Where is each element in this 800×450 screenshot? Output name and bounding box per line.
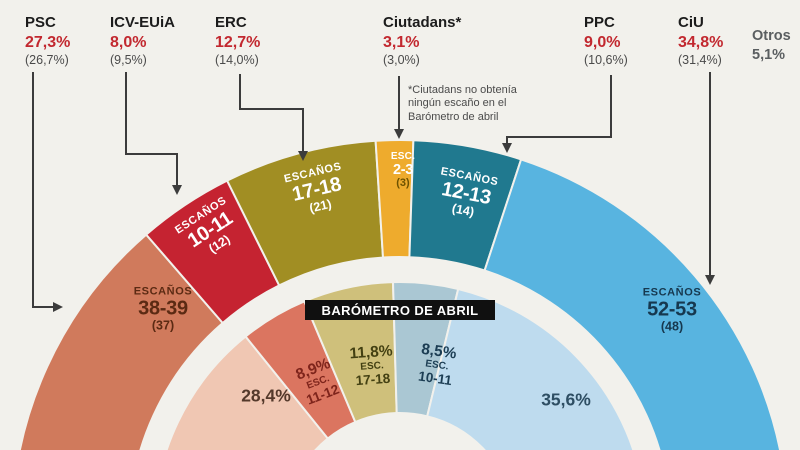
outer-ring xyxy=(18,139,782,450)
party-name: ICV-EUiA xyxy=(110,14,176,31)
party-pct: 5,1% xyxy=(752,46,786,63)
seats-range: 17-18 xyxy=(355,370,391,388)
ciutadans-footnote: *Ciutadans no obtenía ningún escaño en e… xyxy=(408,84,517,123)
party-name: PSC xyxy=(25,14,56,31)
party-prev-pct: (14,0%) xyxy=(215,52,259,67)
leader-ppc xyxy=(506,75,612,144)
leader-icv xyxy=(125,72,178,186)
seats-prev: (37) xyxy=(151,318,175,333)
arrow-ppc xyxy=(502,143,512,153)
party-pct: 3,1% xyxy=(383,33,420,51)
escanos-word: ESCAÑOS xyxy=(642,286,702,299)
label-erc-april: 11,8% ESC. 17-18 xyxy=(349,342,395,388)
seats-range: 52-53 xyxy=(647,298,697,321)
party-prev-pct: (10,6%) xyxy=(584,52,628,67)
party-pct: 8,0% xyxy=(110,33,147,51)
party-pct: 34,8% xyxy=(678,33,724,51)
legend-otros: Otros 5,1% xyxy=(752,27,791,65)
party-name: ERC xyxy=(215,14,247,31)
party-prev-pct: (31,4%) xyxy=(678,52,722,67)
arrow-psc xyxy=(53,302,63,312)
label-psc-april-pct: 28,4% xyxy=(241,385,291,406)
legend-erc: ERC 12,7% (14,0%) xyxy=(215,14,260,68)
label-ciu-april-pct: 35,6% xyxy=(541,389,591,410)
legend-psc: PSC 27,3% (26,7%) xyxy=(25,14,70,68)
legend-icv-euia: ICV-EUiA 8,0% (9,5%) xyxy=(110,14,175,68)
party-name: Ciutadans* xyxy=(383,14,462,31)
legend-ciutadans: Ciutadans* 3,1% (3,0%) xyxy=(383,14,461,68)
escanos-word: ESCAÑOS xyxy=(133,285,193,298)
seats-prev: (48) xyxy=(660,319,684,334)
center-title-bar: BARÓMETRO DE ABRIL xyxy=(305,300,495,320)
label-ciutadans-seats: ESC. 2-3 (3) xyxy=(390,150,416,190)
party-pct: 27,3% xyxy=(25,33,71,51)
segment-outer-ciu xyxy=(483,158,782,450)
label-ciu-seats: ESCAÑOS 52-53 (48) xyxy=(642,286,702,335)
leader-lines xyxy=(32,72,711,308)
legend-ciu: CiU 34,8% (31,4%) xyxy=(678,14,723,68)
leader-psc xyxy=(32,72,55,308)
arrow-ciu xyxy=(705,275,715,285)
seats-range: 38-39 xyxy=(138,297,188,320)
party-name: CiU xyxy=(678,14,704,31)
arrow-erc xyxy=(298,151,308,161)
legend-ppc: PPC 9,0% (10,6%) xyxy=(584,14,628,68)
segment-inner-psc xyxy=(165,335,330,450)
leader-arrowheads xyxy=(53,129,715,312)
party-prev-pct: (3,0%) xyxy=(383,52,420,67)
party-name: PPC xyxy=(584,14,615,31)
party-pct: 9,0% xyxy=(584,33,621,51)
label-ppc-april: 8,5% ESC. 10-11 xyxy=(417,341,457,389)
seats-range: 2-3 xyxy=(392,161,414,178)
arrow-ciutadans xyxy=(394,129,404,139)
segment-inner-ciu xyxy=(425,287,635,450)
label-psc-seats: ESCAÑOS 38-39 (37) xyxy=(133,285,193,334)
party-prev-pct: (9,5%) xyxy=(110,52,147,67)
party-name: Otros xyxy=(752,28,791,44)
party-prev-pct: (26,7%) xyxy=(25,52,69,67)
arrow-icv xyxy=(172,185,182,195)
leader-erc xyxy=(239,74,304,152)
party-pct: 12,7% xyxy=(215,33,261,51)
esc-word: ESC. xyxy=(390,150,416,162)
seats-prev: (3) xyxy=(396,177,410,190)
